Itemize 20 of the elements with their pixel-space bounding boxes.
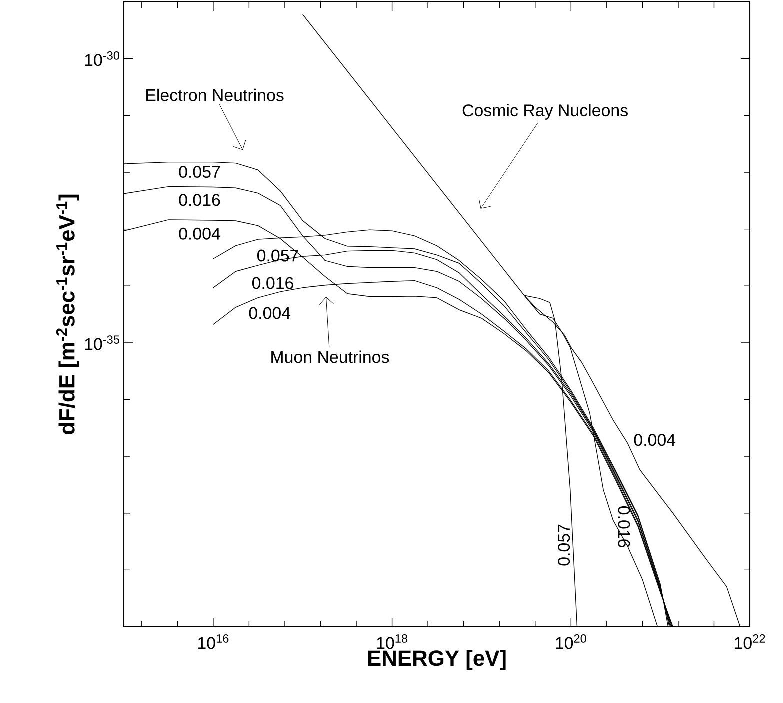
annotation: Cosmic Ray Nucleons <box>462 104 628 120</box>
x-axis-title: ENERGY [eV] <box>368 650 506 671</box>
x-tick-label: 10$^{22}$ <box>735 634 766 650</box>
annotation: 0.004 <box>634 434 676 446</box>
annotation: 0.016 <box>618 506 630 548</box>
annotation: 0.004 <box>179 228 220 240</box>
annotation: 0.057 <box>257 250 298 262</box>
text: dF/dE [m$^{-2}$sec$^{-1}$sr$^{-1}$eV$^{-1}$] <box>56 194 80 434</box>
x-tick-label: 10$^{16}$ <box>198 634 229 650</box>
y-tick-label: 10$^{-30}$ <box>85 51 120 66</box>
y-tick-label: 10$^{-35}$ <box>85 336 120 350</box>
annotation: 0.057 <box>179 166 220 178</box>
annotation: 0.004 <box>249 307 291 320</box>
annotation: Muon Neutrinos <box>272 350 390 364</box>
annotation: 0.057 <box>558 524 570 566</box>
x-tick-label: 10$^{18}$ <box>377 634 408 650</box>
annotation: Electron Neutrinos <box>146 88 284 102</box>
x-tick-label: 10$^{20}$ <box>556 634 586 650</box>
annotation: 0.016 <box>179 194 220 206</box>
annotation: 0.016 <box>252 277 294 290</box>
